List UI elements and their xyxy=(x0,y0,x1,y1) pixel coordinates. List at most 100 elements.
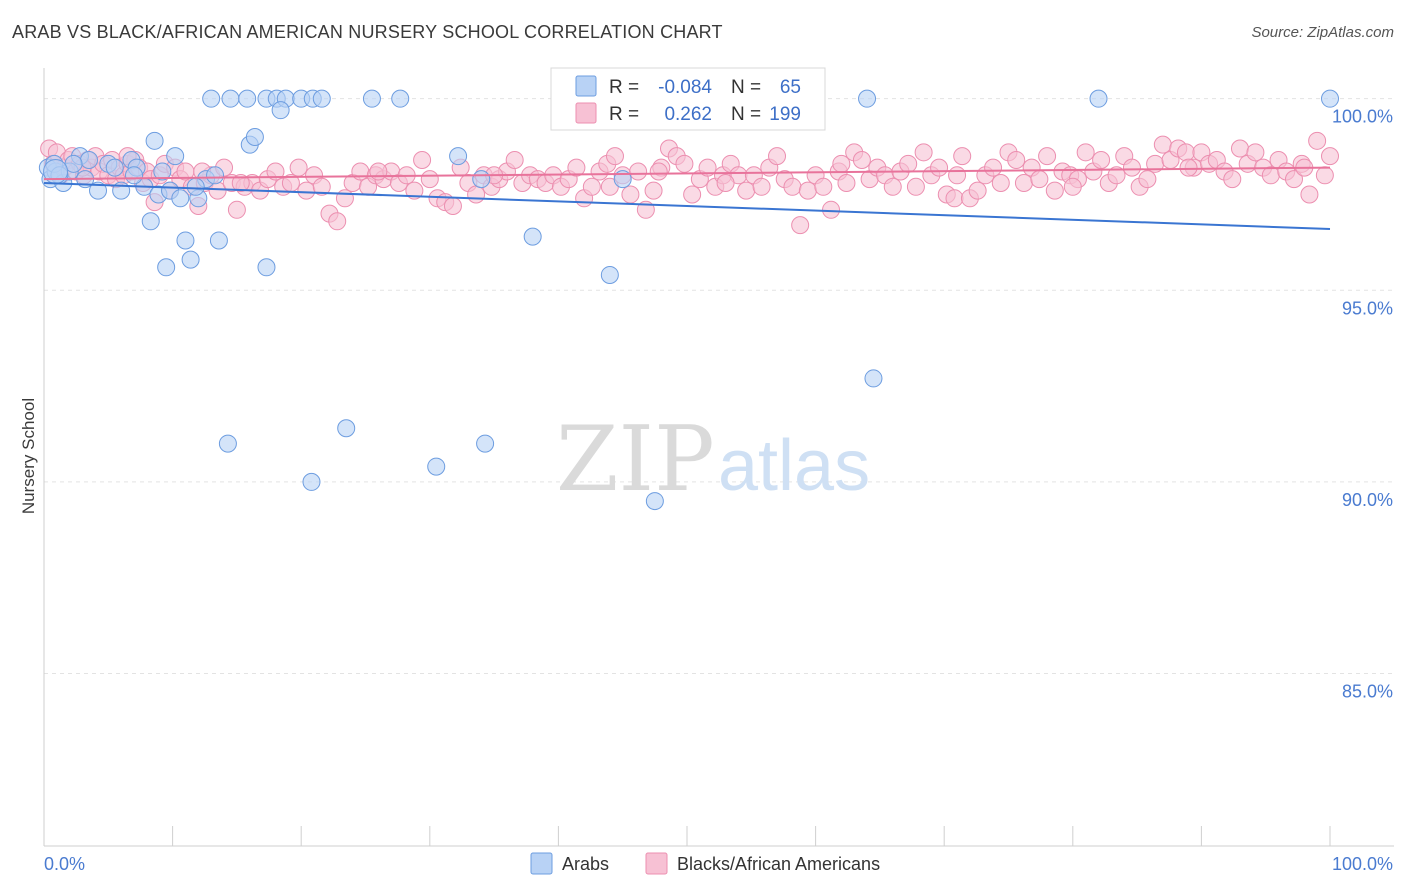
black-point-87 xyxy=(582,177,601,196)
stats-black-n-label: N = xyxy=(731,104,761,125)
arab-point-41 xyxy=(337,419,356,438)
black-point-90 xyxy=(605,147,624,166)
black-point-50 xyxy=(297,181,316,200)
black-point-128 xyxy=(899,154,918,173)
black-point-99 xyxy=(675,154,694,173)
black-point-197 xyxy=(649,162,668,181)
arab-point-14 xyxy=(145,131,164,150)
arab-point-48 xyxy=(523,227,542,246)
black-point-194 xyxy=(1179,158,1198,177)
watermark: ZIP atlas xyxy=(556,407,870,512)
legend: Arabs Blacks/African Americans xyxy=(530,852,880,875)
y-tick-0: 100.0% xyxy=(1332,107,1393,127)
black-point-135 xyxy=(953,147,972,166)
arab-point-47 xyxy=(476,434,495,453)
black-point-77 xyxy=(505,150,524,169)
arab-point-51 xyxy=(645,492,664,511)
arab-point-6 xyxy=(80,150,99,169)
legend-black-swatch[interactable] xyxy=(645,852,668,875)
arab-point-54 xyxy=(864,369,883,388)
arab-point-61 xyxy=(105,158,124,177)
arab-point-7 xyxy=(89,181,108,200)
black-point-191 xyxy=(832,154,851,173)
black-point-181 xyxy=(1308,131,1327,150)
arab-point-44 xyxy=(427,457,446,476)
black-point-126 xyxy=(883,177,902,196)
black-point-57 xyxy=(351,162,370,181)
arab-point-27 xyxy=(202,89,221,108)
arab-point-49 xyxy=(600,265,619,284)
black-point-193 xyxy=(1063,177,1082,196)
black-point-41 xyxy=(227,200,246,219)
stats-arab-n-value: 65 xyxy=(780,77,801,98)
arab-point-28 xyxy=(221,89,240,108)
black-point-139 xyxy=(984,158,1003,177)
black-point-171 xyxy=(1230,139,1249,158)
y-tick-1: 95.0% xyxy=(1342,298,1393,318)
black-point-46 xyxy=(266,162,285,181)
black-point-164 xyxy=(1176,143,1195,162)
arab-point-16 xyxy=(157,258,176,277)
black-point-146 xyxy=(1038,147,1057,166)
x-tick-left: 0.0% xyxy=(44,854,85,874)
axes xyxy=(43,68,1394,847)
arab-point-33 xyxy=(271,101,290,120)
black-point-155 xyxy=(1107,166,1126,185)
chart-title: ARAB VS BLACK/AFRICAN AMERICAN NURSERY S… xyxy=(12,22,723,42)
black-point-69 xyxy=(443,196,462,215)
black-point-130 xyxy=(914,143,933,162)
black-point-55 xyxy=(335,189,354,208)
black-point-111 xyxy=(768,147,787,166)
arab-point-13 xyxy=(141,212,160,231)
arab-point-21 xyxy=(181,250,200,269)
black-point-173 xyxy=(1246,143,1265,162)
series-black-points xyxy=(40,131,1339,235)
series-arab-points xyxy=(38,89,1339,511)
arab-point-53 xyxy=(858,89,877,108)
black-point-113 xyxy=(783,177,802,196)
black-point-114 xyxy=(791,216,810,235)
arab-point-24 xyxy=(206,166,225,185)
arab-point-35 xyxy=(245,127,264,146)
black-point-64 xyxy=(405,181,424,200)
arab-point-45 xyxy=(449,147,468,166)
x-tick-right: 100.0% xyxy=(1332,854,1393,874)
black-point-175 xyxy=(1261,166,1280,185)
black-point-109 xyxy=(752,177,771,196)
black-point-129 xyxy=(906,177,925,196)
stats-black-swatch xyxy=(575,102,597,124)
stats-box: R = -0.084 N = 65 R = 0.262 N = 199 xyxy=(550,67,826,131)
black-point-196 xyxy=(231,173,250,192)
black-point-72 xyxy=(467,185,486,204)
stats-black-n-value: 199 xyxy=(769,104,801,125)
black-point-159 xyxy=(1138,170,1157,189)
black-point-161 xyxy=(1153,135,1172,154)
stats-arab-n-label: N = xyxy=(731,77,761,98)
stats-arab-r-value: -0.084 xyxy=(658,77,712,98)
stats-arab-swatch xyxy=(575,75,597,97)
black-point-157 xyxy=(1122,158,1141,177)
legend-arab-swatch[interactable] xyxy=(530,852,553,875)
trend-line-arab xyxy=(43,181,1331,230)
arab-point-25 xyxy=(209,231,228,250)
arab-point-46 xyxy=(472,170,491,189)
black-point-187 xyxy=(369,162,388,181)
black-point-49 xyxy=(289,158,308,177)
source-label: Source: ZipAtlas.com xyxy=(1251,24,1394,41)
legend-black-label[interactable]: Blacks/African Americans xyxy=(677,854,880,874)
trend-lines xyxy=(43,166,1331,230)
black-point-92 xyxy=(621,185,640,204)
y-tick-2: 90.0% xyxy=(1342,490,1393,510)
arab-point-42 xyxy=(362,89,381,108)
arab-point-18 xyxy=(166,147,185,166)
stats-black-r-label: R = xyxy=(609,104,639,125)
black-point-120 xyxy=(837,173,856,192)
arab-point-26 xyxy=(218,434,237,453)
black-point-178 xyxy=(1284,170,1303,189)
black-point-52 xyxy=(312,177,331,196)
legend-arab-label[interactable]: Arabs xyxy=(562,854,609,874)
stats-black-r-value: 0.262 xyxy=(664,104,712,125)
watermark-atlas: atlas xyxy=(718,426,870,506)
arab-point-43 xyxy=(391,89,410,108)
arab-point-55 xyxy=(1089,89,1108,108)
